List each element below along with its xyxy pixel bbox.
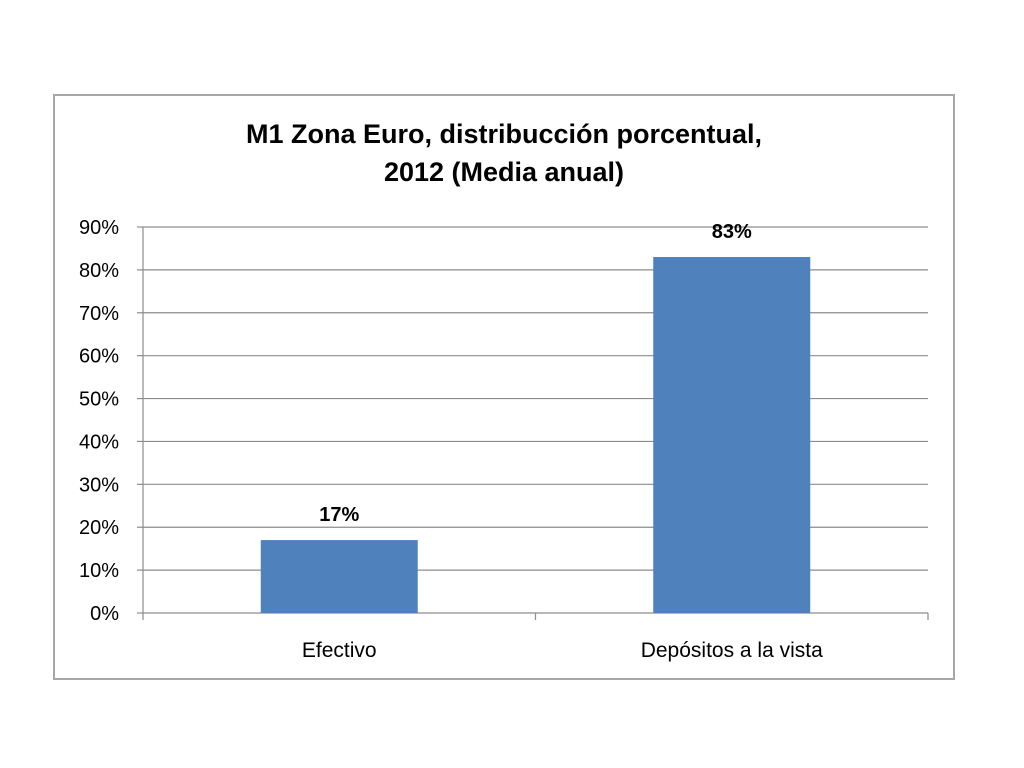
chart-title: M1 Zona Euro, distribucción porcentual, … [53,115,955,191]
y-tick-label: 70% [79,303,119,325]
x-tick-label: Efectivo [302,639,377,662]
y-tick-label: 80% [79,260,119,282]
data-label: 17% [319,504,359,526]
data-label: 83% [712,221,752,243]
y-tick-label: 30% [79,474,119,496]
y-tick-label: 10% [79,560,119,582]
y-tick-label: 40% [79,431,119,453]
chart-title-line-2: 2012 (Media anual) [383,157,625,187]
y-tick-label: 50% [79,389,119,411]
y-tick-label: 20% [79,517,119,539]
y-tick-label: 0% [90,603,119,625]
x-tick-label: Depósitos a la vista [641,639,823,662]
bar [653,257,811,613]
bars [260,257,811,613]
y-tick-label: 60% [79,346,119,368]
y-tick-label: 90% [79,217,119,239]
labels: 0% 10% 20% 30% 40% 50% 60% 70% 80% 90% 17% Efectivo… [79,217,823,662]
bar [260,540,418,613]
chart-title-line-1: M1 Zona Euro, distribucción porcentual, [245,119,763,149]
